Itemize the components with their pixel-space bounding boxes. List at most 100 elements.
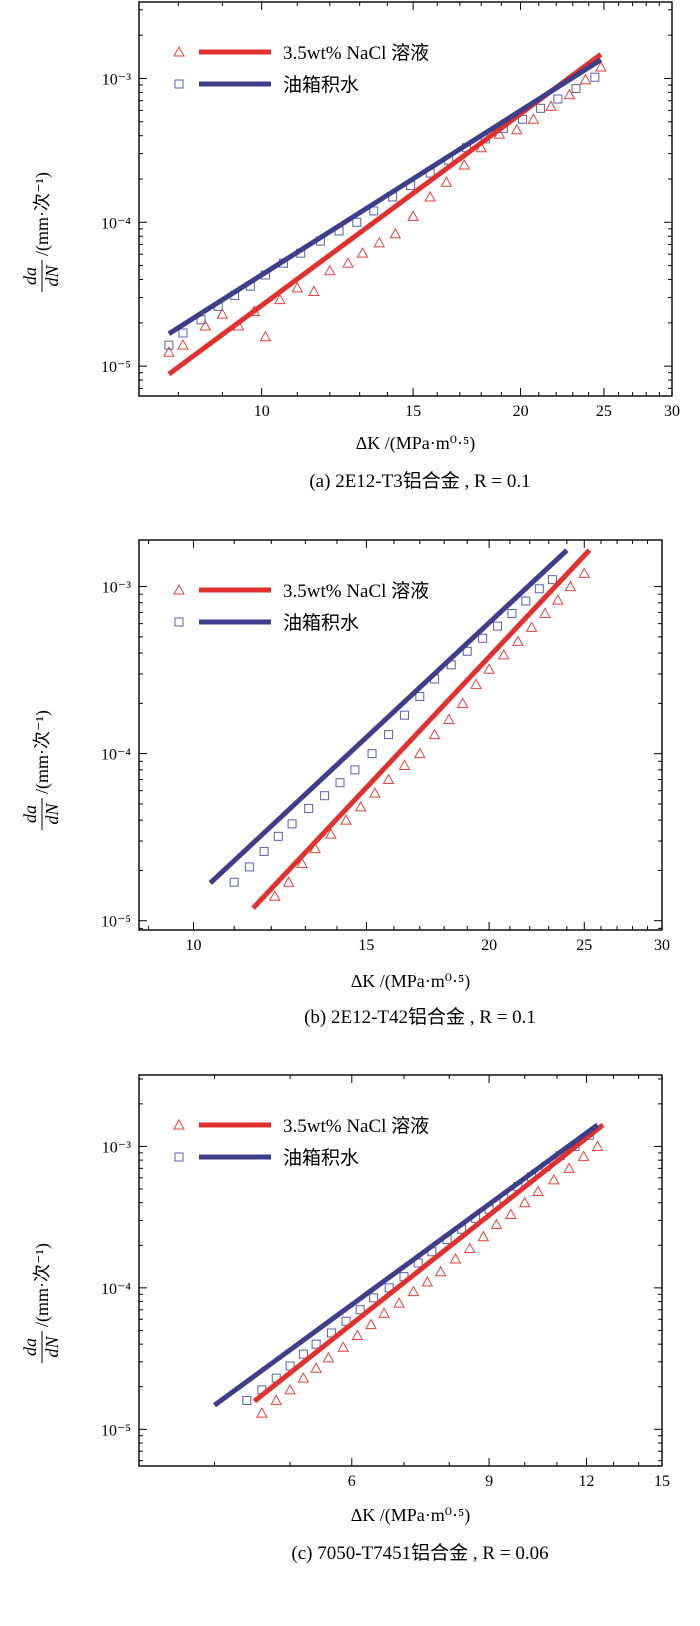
legend-label: 3.5wt% NaCl 溶液	[283, 580, 429, 602]
y-label-unit: /(mm·次⁻¹)	[32, 172, 53, 256]
y-label-numerator: da	[20, 805, 40, 823]
data-point-triangle	[563, 88, 576, 100]
y-label-denominator: dN	[42, 265, 62, 287]
data-point-square	[462, 646, 472, 656]
data-point-triangle	[407, 210, 419, 221]
data-point-triangle	[477, 1230, 490, 1242]
data-point-square	[352, 217, 362, 227]
data-point-square	[553, 94, 563, 104]
x-tick-label: 12	[578, 1473, 594, 1490]
y-label-unit: /(mm·次⁻¹)	[32, 710, 53, 794]
data-point-triangle	[512, 635, 524, 646]
data-point-square	[244, 862, 254, 872]
data-point-triangle	[291, 281, 304, 293]
data-point-triangle	[308, 285, 320, 297]
y-tick-label: 10⁻⁵	[101, 359, 131, 376]
data-point-square	[178, 328, 188, 338]
data-point-square	[164, 340, 174, 350]
data-point-triangle	[525, 621, 538, 632]
data-point-square	[507, 608, 517, 618]
data-point-triangle	[470, 678, 482, 689]
data-point-triangle	[564, 580, 577, 592]
data-point-triangle	[497, 648, 510, 660]
data-point-triangle	[407, 1285, 420, 1297]
data-point-square	[369, 1293, 379, 1303]
data-point-triangle	[440, 176, 453, 187]
data-point-square	[534, 584, 544, 594]
data-point-square	[493, 621, 503, 631]
x-axis-label: ΔK /(MPa·m⁰·⁵)	[351, 971, 471, 992]
x-axis-label: ΔK /(MPa·m⁰·⁵)	[356, 433, 476, 454]
panel-caption: (a) 2E12-T3铝合金 , R = 0.1	[309, 470, 530, 492]
y-tick-label: 10⁻³	[102, 71, 131, 88]
plot-frame	[138, 1, 673, 397]
data-point-triangle	[297, 1372, 310, 1383]
data-point-triangle	[545, 100, 557, 111]
data-point-triangle	[413, 747, 426, 759]
series-nacl	[163, 61, 607, 357]
data-point-triangle	[539, 607, 551, 618]
data-point-square	[320, 791, 330, 801]
data-point-square	[478, 633, 488, 643]
x-tick-label: 20	[481, 937, 497, 954]
x-tick-label: 9	[485, 1473, 493, 1490]
data-point-triangle	[256, 1407, 268, 1418]
data-point-triangle	[296, 857, 308, 869]
data-point-square	[242, 1395, 252, 1405]
data-point-triangle	[259, 330, 272, 342]
panel-caption: (c) 7050-T7451铝合金 , R = 0.06	[291, 1542, 548, 1564]
data-point-triangle	[518, 1196, 531, 1208]
data-point-triangle	[199, 320, 212, 331]
data-point-triangle	[268, 890, 281, 901]
legend-marker-square	[174, 1152, 184, 1162]
data-point-square	[367, 749, 377, 759]
y-label-unit: /(mm·次⁻¹)	[32, 1243, 53, 1327]
chart-panel-b: 10 15 20 25 30 10⁻⁵ 10⁻⁴ 10⁻³ ΔK /(MPa·m⁰·⁵) da dN…	[20, 539, 670, 1028]
data-point-triangle	[591, 1140, 604, 1151]
legend-label: 3.5wt% NaCl 溶液	[283, 1115, 429, 1137]
legend-marker-triangle	[173, 583, 185, 595]
y-label-denominator: dN	[42, 1336, 62, 1358]
x-tick-label: 15	[405, 403, 421, 420]
data-point-triangle	[373, 236, 386, 248]
data-point-triangle	[393, 1297, 405, 1308]
data-point-square	[384, 730, 394, 740]
data-point-square	[304, 803, 314, 813]
data-point-square	[590, 72, 600, 82]
x-tick-label: 25	[576, 937, 592, 954]
data-point-triangle	[579, 73, 592, 85]
y-label-numerator: da	[20, 267, 40, 285]
fit-line-nacl	[251, 548, 592, 910]
data-point-triangle	[510, 123, 523, 135]
y-label-numerator: da	[20, 1338, 40, 1356]
legend-label: 油箱积水	[283, 612, 359, 634]
y-label-denominator: dN	[42, 803, 62, 825]
data-point-triangle	[337, 1341, 350, 1352]
data-point-triangle	[323, 264, 336, 276]
data-point-square	[350, 765, 360, 775]
x-tick-label: 20	[513, 403, 529, 420]
data-point-triangle	[284, 1383, 296, 1395]
chart-panel-c: 6 9 12 15 10⁻⁵ 10⁻⁴ 10⁻³ ΔK /(MPa·m⁰·⁵) da dN /(mm…	[20, 1074, 670, 1564]
data-point-square	[273, 831, 283, 841]
data-point-triangle	[443, 713, 455, 725]
data-point-triangle	[365, 1318, 377, 1330]
data-point-triangle	[456, 697, 469, 708]
fit-line-nacl	[252, 1122, 605, 1404]
series-nacl	[256, 1140, 604, 1418]
y-tick-label: 10⁻⁵	[101, 914, 131, 931]
fit-line-water	[208, 548, 569, 885]
data-point-triangle	[322, 1351, 335, 1363]
data-point-square	[415, 691, 425, 701]
data-point-triangle	[434, 1265, 447, 1277]
legend-label: 油箱积水	[283, 1147, 359, 1169]
legend-marker-square	[174, 79, 184, 89]
data-point-triangle	[378, 1307, 390, 1318]
legend-label: 3.5wt% NaCl 溶液	[283, 42, 429, 64]
data-point-square	[311, 1339, 321, 1349]
data-point-square	[335, 778, 345, 788]
chart-panel-a: 10 15 20 25 30 10⁻⁵ 10⁻⁴ 10⁻³ ΔK /(MPa·m⁰·⁵) da dN…	[20, 1, 680, 492]
